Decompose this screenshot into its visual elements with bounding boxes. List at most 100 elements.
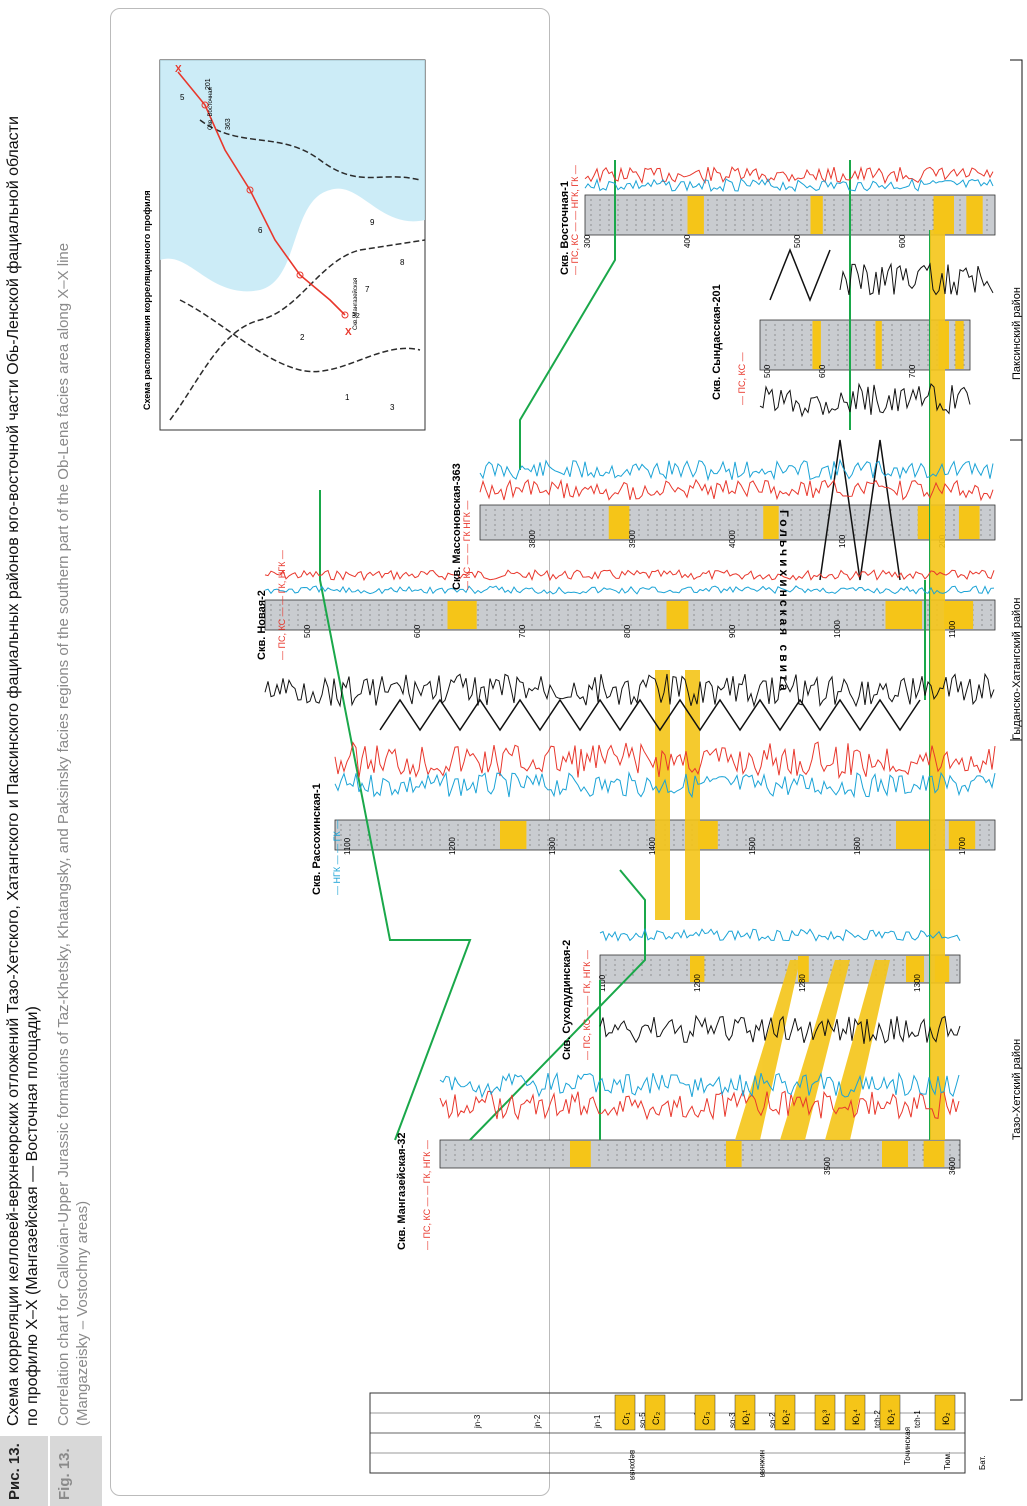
horizon-cell [844, 1394, 866, 1431]
strat-unit-label: sg-2 [768, 1412, 777, 1428]
map-zone-7: 7 [365, 285, 370, 294]
sand-layer [958, 506, 980, 539]
log-curve [584, 165, 994, 185]
horizon-label: Ю₂ [941, 1412, 951, 1425]
log-curve [479, 458, 994, 482]
logs-legend-3: — ПС, КС — — ГК, НГК — [277, 550, 287, 660]
well-title-rassokhinskaya: Скв. Рассохинская-1 [311, 783, 323, 895]
depth-label: 500 [763, 364, 772, 378]
map-zone-9: 9 [370, 218, 375, 227]
sand-layer [698, 821, 718, 849]
horizon-label: Ю₁⁴ [851, 1409, 861, 1425]
sand-layer [966, 196, 983, 234]
map-x-bottom: X [345, 327, 352, 338]
log-curves [264, 165, 996, 1121]
depth-label: 1600 [853, 837, 862, 855]
depth-label: 100 [838, 534, 847, 548]
log-curve [334, 741, 996, 780]
sand-layer [943, 601, 974, 629]
horizon-label: Сг₁ [621, 1412, 631, 1425]
horizon-label: Ю₁¹ [741, 1410, 751, 1425]
horizon-cell [774, 1394, 796, 1431]
sand-layer [687, 196, 704, 234]
depth-label: 1400 [648, 837, 657, 855]
strat-unit-label: jn-2 [533, 1414, 542, 1429]
strat-unit-label: jn-3 [473, 1414, 482, 1429]
map-zone-1: 1 [345, 393, 350, 402]
inset-map: Схема расположения корреляционного профи… [142, 59, 426, 431]
map-zone-6: 6 [258, 226, 263, 235]
horizon-cell [614, 1394, 636, 1431]
sand-layer [812, 321, 821, 369]
sand-layer [666, 601, 689, 629]
log-curve [759, 382, 971, 418]
map-label-32: 32 [352, 313, 360, 320]
strat-unit-label: jn-1 [593, 1414, 602, 1429]
well-strip [584, 194, 996, 236]
sand-layer [923, 1141, 945, 1167]
region-brackets [1010, 59, 1023, 1401]
map-label-363: 363 [225, 118, 232, 130]
log-curve [584, 177, 994, 193]
log-curve [839, 262, 994, 296]
log-curve [334, 771, 996, 799]
depth-label: 1280 [798, 974, 807, 992]
log-curve [264, 569, 995, 582]
map-title: Схема расположения корреляционного профи… [142, 190, 152, 410]
depth-label: 3500 [823, 1157, 832, 1175]
depth-label: 1100 [948, 620, 957, 638]
depth-label: 500 [303, 624, 312, 638]
map-zone-5: 5 [180, 93, 185, 102]
depth-label: 500 [793, 234, 802, 248]
strat-unit-label: sg-5 [638, 1412, 647, 1428]
horizon-cell [644, 1394, 666, 1431]
depth-label: 1200 [448, 837, 457, 855]
strat-column-labels: jn-3jn-2jn-1sg-5sg-4sg-3sg-2sg-1tch-2tch… [473, 1394, 987, 1480]
map-zone-2: 2 [300, 333, 305, 342]
sand-layer [570, 1141, 591, 1167]
logs-legend-2: — НГК — — ГК — [332, 820, 342, 895]
sand-layer [690, 956, 705, 982]
strat-unit-label: tch-2 [873, 1410, 882, 1428]
depth-label: 1500 [748, 837, 757, 855]
depth-label: 1100 [343, 837, 352, 855]
horizon-cell [934, 1394, 956, 1431]
zigzag-golchikha [379, 247, 921, 732]
log-curve [439, 1071, 960, 1099]
logs-legend-4: — КС — — ГК НГК — [462, 501, 472, 590]
depth-label: 3900 [628, 530, 637, 548]
stage-label: Тюм. [943, 1452, 952, 1470]
logs-legend-0: — ПС, КС — — ГК, НГК — [422, 1140, 432, 1250]
map-x-top: X [175, 64, 182, 75]
depth-label: 400 [683, 234, 692, 248]
depth-label: 1300 [913, 974, 922, 992]
sand-layer [875, 321, 882, 369]
log-curve [264, 672, 995, 708]
depth-label: 700 [908, 364, 917, 378]
map-zone-8: 8 [400, 258, 405, 267]
logs-legend-6: — ПС, КС — — НГК, ГК — [570, 165, 580, 275]
strat-unit-label: sg-3 [728, 1412, 737, 1428]
depth-label: 1300 [548, 837, 557, 855]
figure-frame [110, 8, 550, 1496]
depth-label: 600 [413, 624, 422, 638]
depth-label: 1700 [958, 837, 967, 855]
depth-label: 3800 [528, 530, 537, 548]
depth-label: 1200 [693, 974, 702, 992]
depth-label: 800 [623, 624, 632, 638]
horizon-label: Сг₂ [651, 1411, 661, 1425]
log-curve [599, 1014, 961, 1044]
depth-label: 1100 [598, 974, 607, 992]
depth-label: 300 [583, 234, 592, 248]
well-title-mangazeyskaya: Скв. Мангазейская-32 [396, 1133, 408, 1250]
horizon-label: Сг₃ [701, 1411, 711, 1425]
log-curve [599, 927, 961, 942]
log-curve [439, 1089, 960, 1121]
well-title-sukhodudinskaya: Скв. Суходудинская-2 [561, 940, 573, 1060]
horizon-label: Ю₁³ [821, 1410, 831, 1425]
horizon-label: Ю₁⁵ [886, 1409, 896, 1425]
sand-layer [798, 956, 809, 982]
sand-layer [447, 601, 477, 629]
depth-label: 1000 [833, 620, 842, 638]
